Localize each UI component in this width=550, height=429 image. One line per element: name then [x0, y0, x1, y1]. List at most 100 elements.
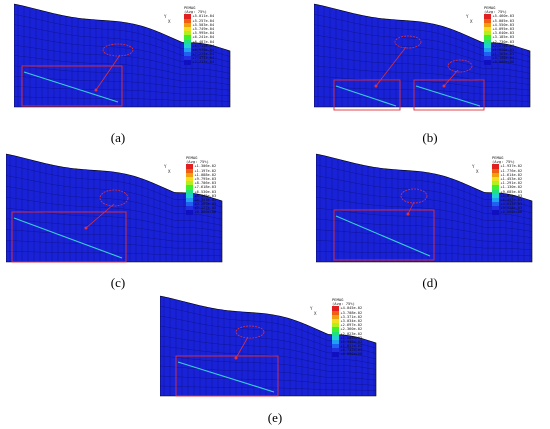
legend-row: +2.697e-02	[332, 323, 363, 328]
legend-row: +6.457e-03	[492, 197, 522, 203]
legend-value: +6.530e-03	[194, 189, 217, 194]
mesh-line	[316, 197, 533, 226]
legend-swatch	[332, 344, 339, 349]
legend-row: +6.530e-03	[186, 189, 217, 194]
mesh-line	[314, 34, 531, 68]
legend-swatch	[332, 323, 339, 328]
legend-row: +1.197e-02	[186, 168, 217, 173]
mesh-line	[14, 24, 231, 63]
legend-subtitle: (Avg: 75%)	[184, 9, 207, 15]
slope-mesh	[6, 153, 223, 263]
legend-value: +6.487e-04	[192, 39, 215, 44]
legend-swatch	[492, 185, 499, 190]
legend-value: +0.000e+00	[500, 210, 523, 215]
legend-swatch	[184, 31, 191, 36]
legend-row: +7.471e-04	[184, 56, 214, 61]
mesh-model-d	[316, 153, 533, 263]
mesh-line	[314, 65, 531, 85]
legend-swatch	[332, 335, 339, 340]
legend-swatch	[184, 39, 191, 44]
legend-row: +5.442e-03	[186, 193, 217, 198]
shear-band	[23, 71, 119, 103]
legend-swatch	[184, 52, 191, 57]
legend-row: +6.979e-04	[184, 47, 214, 53]
legend-row: +5.749e-04	[184, 26, 214, 32]
mesh-line	[14, 14, 231, 57]
legend-value: +1.365e-03	[492, 52, 515, 57]
slope-mesh	[316, 153, 533, 263]
zoom-inset-box	[11, 211, 127, 263]
legend-row: +5.257e-04	[184, 18, 214, 23]
legend-value: +5.011e-04	[192, 14, 215, 19]
mesh-line	[160, 335, 377, 365]
legend-swatch	[484, 14, 491, 19]
legend-row: +2.177e-03	[186, 206, 217, 211]
legend-row: +4.843e-03	[492, 202, 522, 207]
legend-swatch	[484, 26, 491, 32]
legend-value: +7.717e-04	[192, 60, 215, 65]
panel-c: PEMAG (Avg: 75%) +1.306e-02 +1.197e-02 +1.…	[6, 150, 232, 270]
legend-row: +0.000e+00	[492, 210, 523, 215]
legend-swatch	[184, 22, 191, 27]
legend-swatch	[184, 56, 191, 61]
mesh-line	[160, 375, 377, 386]
legend-swatch	[492, 181, 499, 186]
axis-triad: Y X	[472, 164, 479, 174]
panel-d: PEMAG (Avg: 75%) +1.937e-02 +1.776e-02 +1.…	[316, 150, 542, 270]
legend-row: +3.034e-02	[332, 318, 362, 324]
legend-value: +1.197e-02	[194, 168, 217, 173]
legend-row: +1.614e-02	[492, 172, 522, 177]
legend-swatch	[186, 168, 193, 173]
mesh-model-c	[6, 153, 223, 263]
legend-value: +4.550e-03	[492, 22, 515, 27]
legend-value: +8.071e-03	[500, 193, 523, 198]
legend-value: +6.241e-04	[192, 35, 215, 40]
legend-value: +2.177e-03	[194, 206, 217, 211]
leader-line	[443, 69, 459, 87]
legend-swatch	[484, 35, 491, 40]
legend-swatch	[186, 172, 193, 177]
legend-title: PEMAG	[332, 297, 344, 302]
highlight-ellipse	[99, 189, 129, 207]
legend-row: +5.995e-04	[184, 31, 214, 36]
mesh-line	[160, 385, 377, 391]
legend-row: +1.306e-02	[186, 164, 216, 169]
legend-value: +9.685e-03	[500, 189, 523, 194]
leader-dot	[374, 84, 378, 88]
legend-value: +0.000e+00	[194, 210, 217, 215]
legend-row: +1.776e-02	[492, 168, 523, 173]
legend-subtitle: (Avg: 75%)	[484, 9, 507, 15]
mesh-line	[160, 325, 377, 359]
mesh-model-a	[14, 3, 231, 108]
legend-swatch	[492, 164, 499, 169]
legend-row: +7.225e-04	[184, 52, 214, 57]
legend-swatch	[484, 22, 491, 27]
legend-value: +1.776e-02	[500, 168, 523, 173]
legend-row: +7.717e-04	[184, 60, 215, 65]
legend-row: +1.365e-03	[484, 52, 515, 57]
legend-swatch	[186, 210, 193, 215]
legend-swatch	[186, 176, 193, 182]
legend-swatch	[492, 193, 499, 198]
axis-triad: Y X	[466, 14, 473, 24]
zoom-inset-box	[333, 209, 435, 261]
axis-triad: Y X	[164, 164, 171, 174]
legend-value: +2.730e-03	[492, 39, 515, 44]
legend-row: +4.095e-03	[484, 26, 515, 32]
legend-value: +5.442e-03	[194, 193, 217, 198]
slope-mesh	[160, 295, 377, 397]
leader-dot	[406, 212, 410, 216]
legend-value: +4.095e-03	[492, 26, 515, 31]
panel-e: PEMAG (Avg: 75%) +4.045e-02 +3.708e-02 +3.…	[160, 292, 386, 404]
legend-row: +1.820e-03	[484, 47, 514, 53]
legend-value: +3.185e-03	[492, 35, 515, 40]
mesh-line	[160, 355, 377, 375]
leader-dot	[442, 84, 446, 88]
legend-value: +5.460e-03	[492, 14, 515, 19]
legend-swatch	[186, 185, 193, 190]
leader-dot	[94, 88, 98, 92]
panel-label-e: (e)	[267, 410, 283, 425]
legend-swatch	[184, 60, 191, 65]
legend-value: +2.697e-02	[340, 323, 363, 328]
legend-row: +9.100e-04	[484, 56, 514, 61]
